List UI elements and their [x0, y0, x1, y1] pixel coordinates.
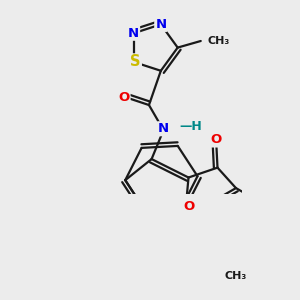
Text: N: N — [155, 18, 167, 31]
Text: —H: —H — [179, 120, 202, 133]
Text: O: O — [118, 91, 130, 103]
Text: O: O — [211, 134, 222, 146]
Text: CH₃: CH₃ — [225, 271, 247, 281]
Text: CH₃: CH₃ — [207, 36, 230, 46]
Text: N: N — [158, 122, 169, 135]
Text: S: S — [130, 54, 141, 69]
Text: N: N — [128, 27, 139, 40]
Text: O: O — [183, 200, 194, 213]
